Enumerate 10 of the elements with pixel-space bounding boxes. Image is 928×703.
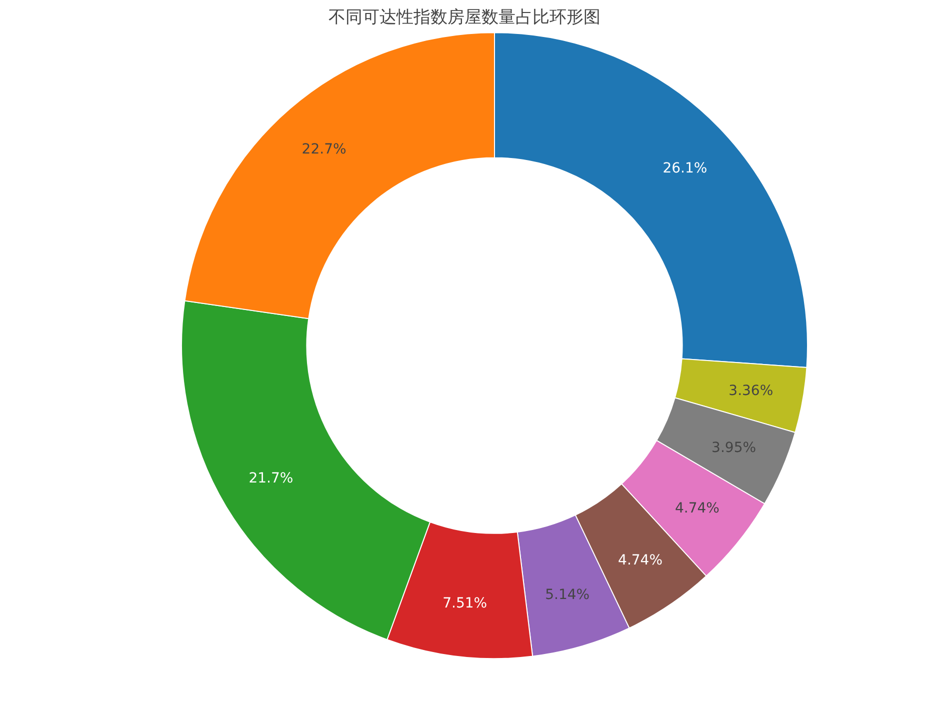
data-label: 7.51%	[442, 596, 488, 612]
data-label: 3.36%	[728, 382, 774, 399]
data-label: 4.74%	[618, 552, 663, 569]
chart-title: 不同可达性指数房屋数量占比环形图	[328, 8, 600, 28]
data-label: 3.95%	[712, 440, 756, 456]
data-label: 5.14%	[545, 586, 590, 603]
data-label: 26.1%	[662, 160, 708, 177]
data-label: 22.7%	[302, 141, 346, 158]
data-label: 21.7%	[248, 470, 294, 487]
data-label: 4.74%	[674, 500, 720, 517]
